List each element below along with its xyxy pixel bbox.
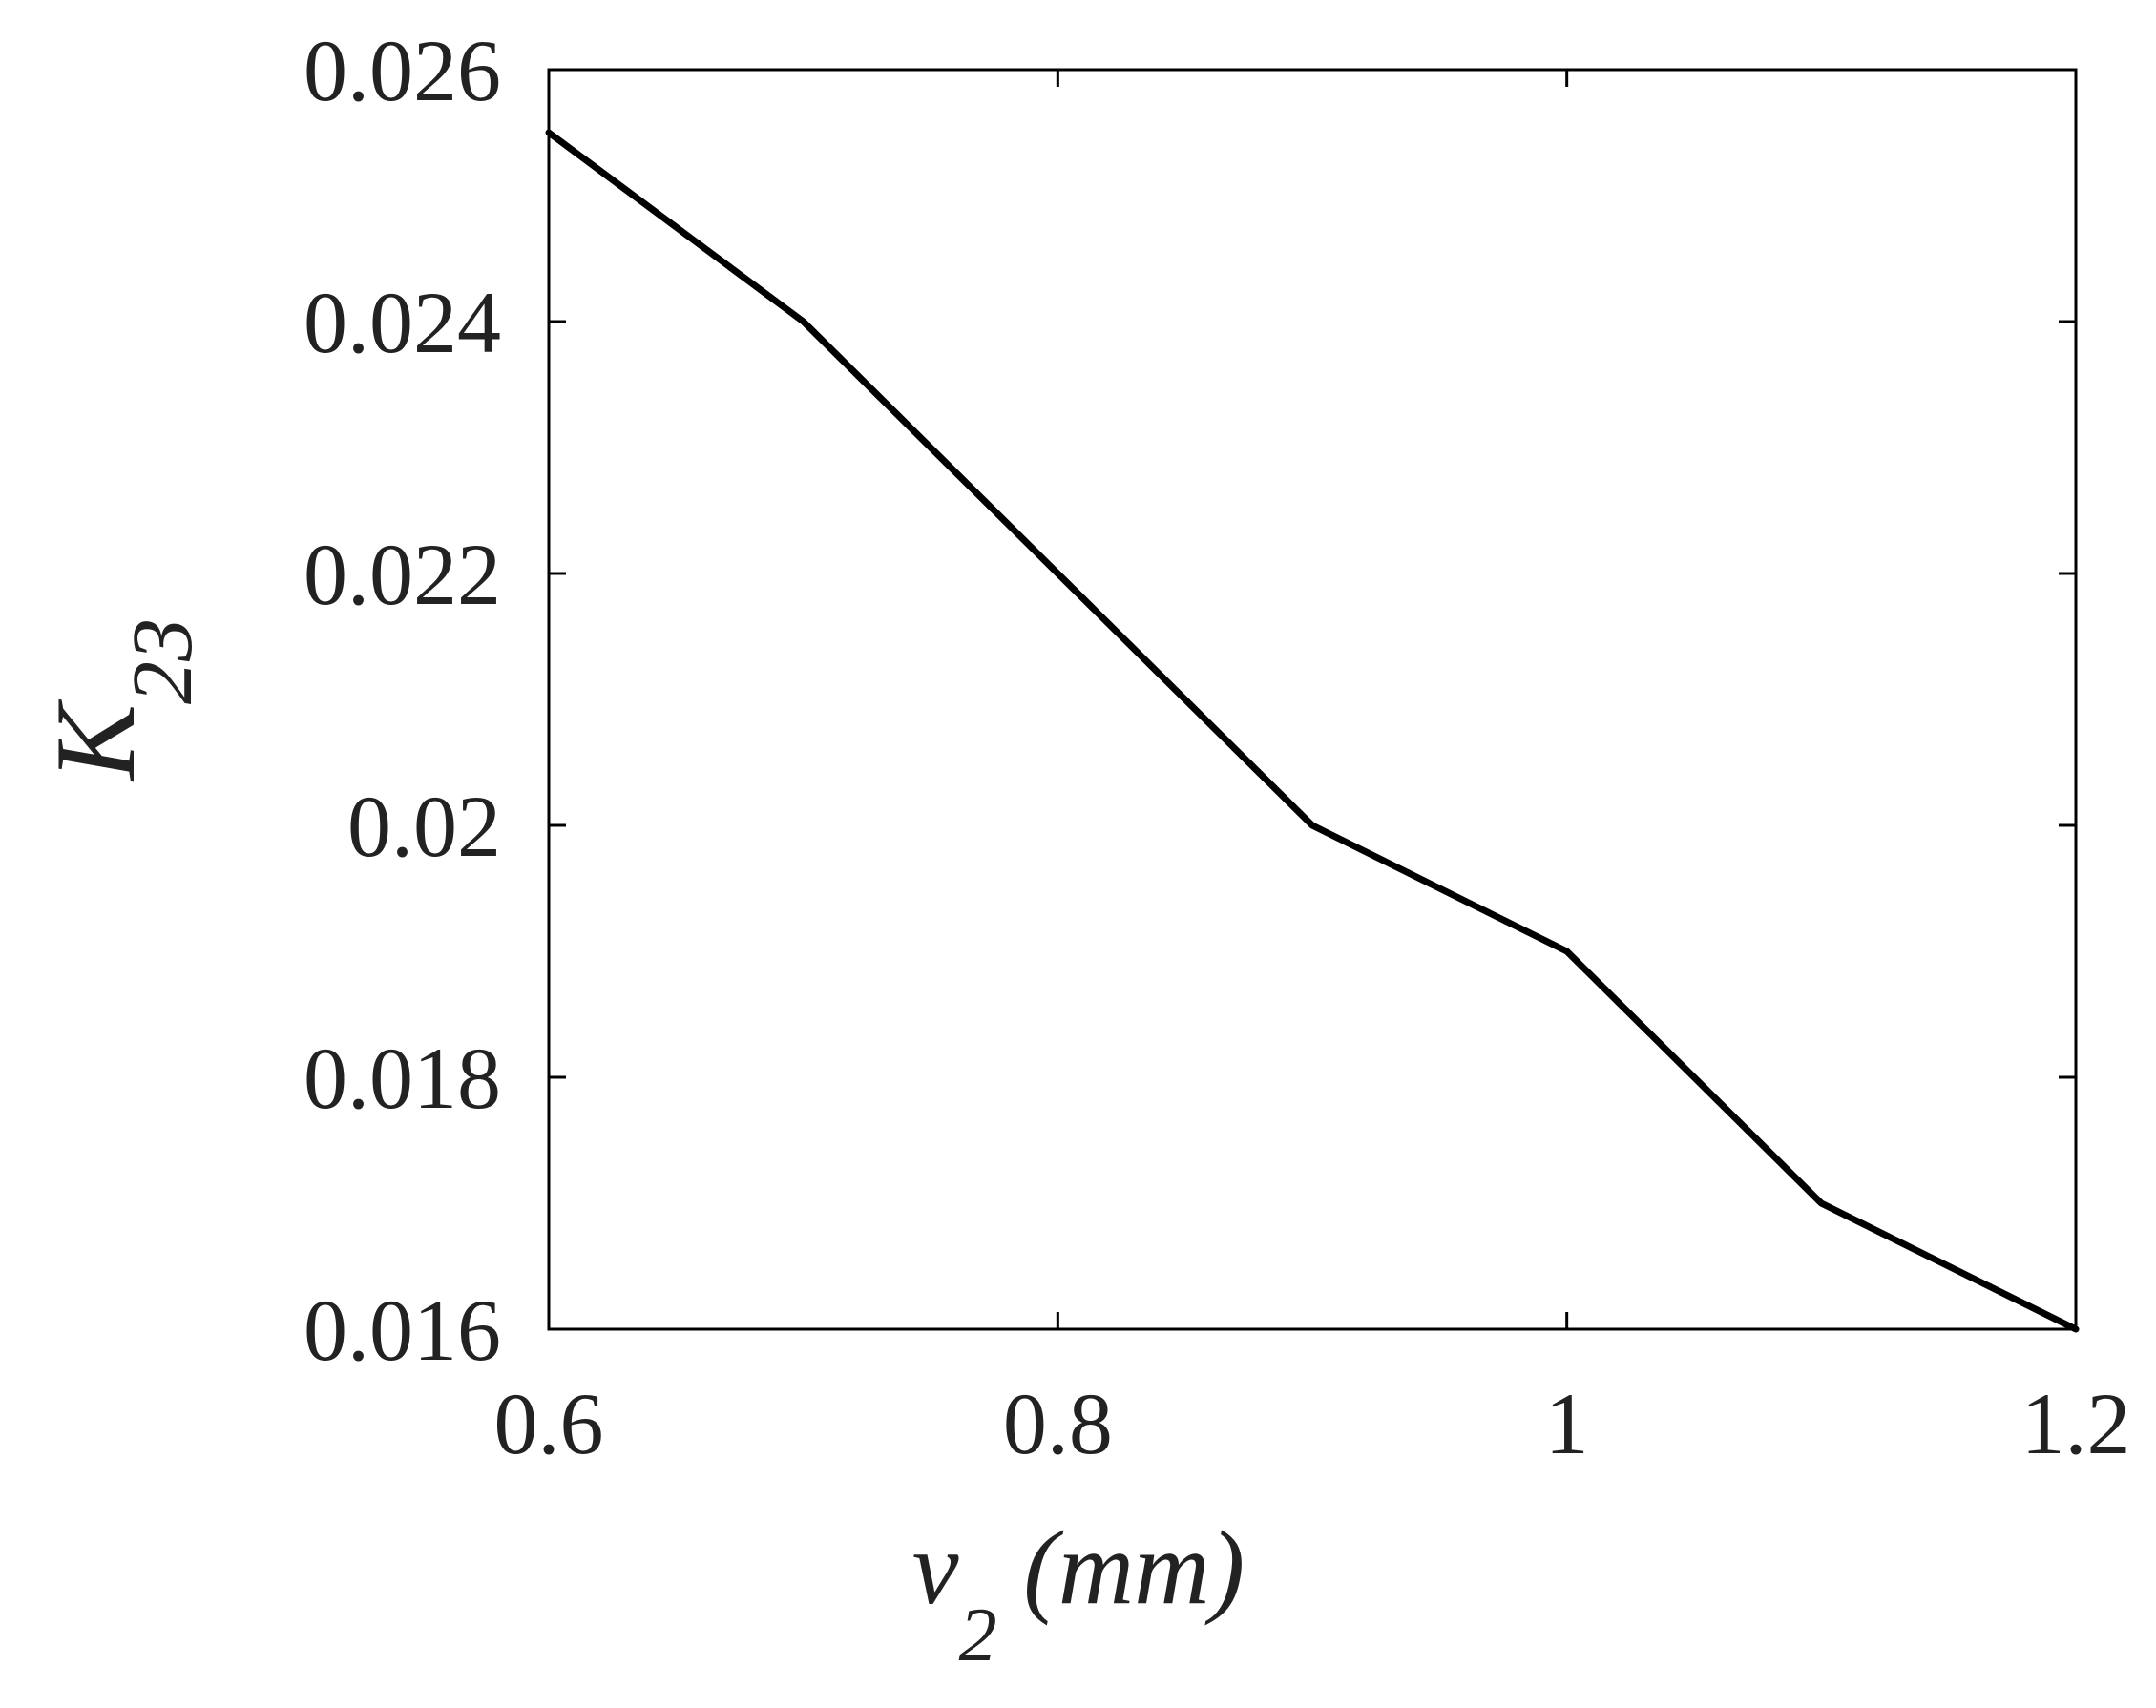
- axis-ticks: [547, 68, 2078, 1331]
- y-axis-label: K23: [31, 618, 210, 782]
- x-axis-label-main: v: [912, 1510, 959, 1626]
- x-axis-label: v2 (mm): [912, 1510, 1245, 1677]
- y-tick-label: 0.022: [304, 526, 501, 623]
- x-axis-label-unit: (mm): [997, 1510, 1245, 1626]
- x-axis-label-sub: 2: [959, 1593, 997, 1677]
- x-tick-label: 1: [1545, 1375, 1589, 1472]
- y-axis-label-group: K23: [31, 618, 210, 782]
- plot-frame: [547, 68, 2078, 1331]
- series-layer: [545, 129, 2080, 1333]
- y-axis-label-sub: 23: [115, 618, 210, 704]
- y-tick-labels: 0.016 0.018 0.02 0.022 0.024 0.026: [304, 22, 501, 1379]
- y-tick-label: 0.024: [304, 274, 501, 371]
- plot-area: [549, 70, 2076, 1329]
- series-line: [545, 129, 2080, 1333]
- y-tick-label: 0.016: [304, 1281, 501, 1379]
- x-tick-labels: 0.6 0.8 1 1.2: [494, 1375, 2131, 1472]
- y-axis-label-main: K: [31, 698, 158, 782]
- x-tick-label: 0.6: [494, 1375, 604, 1472]
- x-tick-label: 0.8: [1003, 1375, 1113, 1472]
- x-tick-label: 1.2: [2021, 1375, 2131, 1472]
- y-tick-label: 0.026: [304, 22, 501, 119]
- y-tick-label: 0.018: [304, 1030, 501, 1127]
- y-tick-label: 0.02: [347, 778, 501, 875]
